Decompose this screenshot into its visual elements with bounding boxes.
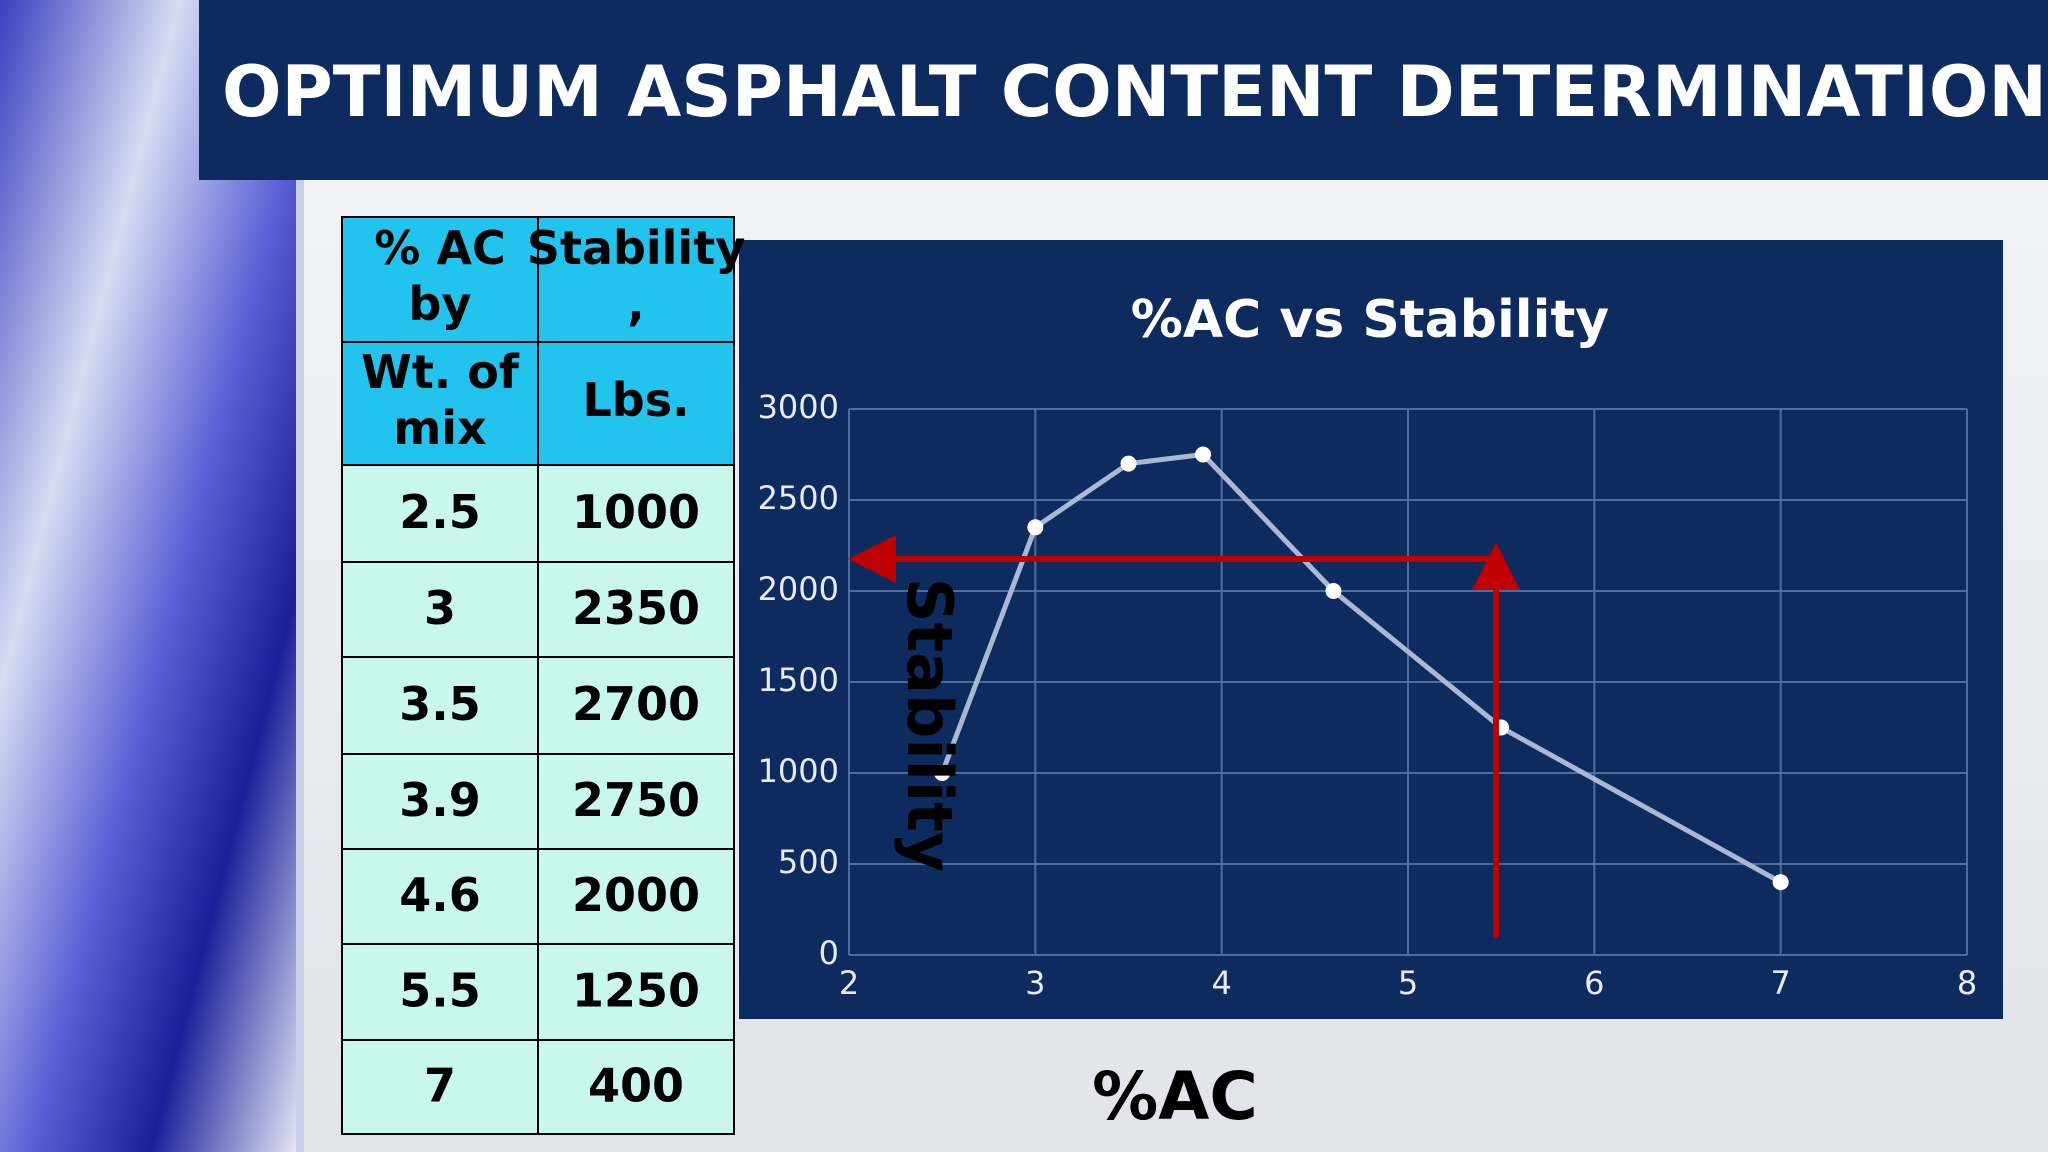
cell-text: 3	[424, 581, 456, 635]
cell-text: 1000	[572, 485, 700, 539]
chart: %AC vs Stability 0 500 1000 1500 2000 2500 3000…	[758, 290, 1978, 1135]
cell-text: 2350	[572, 581, 700, 635]
x-tick-label: 3	[1025, 964, 1045, 1002]
cell-text: 5.5	[399, 964, 481, 1018]
x-axis-label: %AC	[1092, 1058, 1258, 1135]
y-tick-label: 1000	[758, 752, 839, 790]
header-cell	[537, 341, 735, 466]
chart-title: %AC vs Stability	[1131, 290, 1609, 350]
cell-text: 7	[424, 1059, 456, 1113]
cell-text: 2.5	[399, 485, 481, 539]
decor-panel	[0, 0, 300, 1152]
header-text: Lbs.	[582, 373, 689, 427]
table-cell	[537, 753, 735, 850]
header-text: Stability	[527, 221, 745, 275]
title-bar	[199, 0, 2048, 180]
table-cell	[341, 753, 539, 850]
cell-text: 3.5	[399, 677, 481, 731]
y-tick-label: 1500	[758, 661, 839, 699]
header-cell	[341, 216, 539, 343]
y-tick-label: 2000	[758, 570, 839, 608]
data-point	[1027, 519, 1044, 536]
cell-text: 2700	[572, 677, 700, 731]
chart-panel	[739, 240, 2003, 1019]
header-text: by	[409, 277, 472, 331]
x-tick-label: 5	[1398, 964, 1418, 1002]
cell-text: 3.9	[399, 773, 481, 827]
x-tick-label: 4	[1211, 964, 1231, 1002]
x-tick-label: 7	[1770, 964, 1790, 1002]
data-point	[1325, 583, 1342, 599]
cell-text: 400	[588, 1059, 684, 1113]
x-tick-label: 2	[839, 964, 859, 1002]
data-point	[1772, 874, 1789, 891]
table-cell	[537, 1039, 735, 1135]
y-axis-label: Stability	[893, 578, 966, 872]
y-tick-label: 0	[819, 934, 839, 972]
header-cell	[537, 216, 735, 343]
header-text: Wt. of	[361, 345, 520, 399]
data-point	[1120, 455, 1137, 472]
slide-title: OPTIMUM ASPHALT CONTENT DETERMINATION	[222, 51, 2047, 133]
x-tick-label: 6	[1584, 964, 1604, 1002]
decor-line	[296, 180, 304, 1152]
table-cell	[341, 1039, 539, 1135]
table-cell	[341, 656, 539, 755]
data-point	[1195, 446, 1212, 463]
table-cell	[537, 656, 735, 755]
table-cell	[341, 561, 539, 658]
cell-text: 2000	[572, 868, 700, 922]
cell-text: 2750	[572, 773, 700, 827]
cell-text: 4.6	[399, 868, 481, 922]
y-tick-label: 3000	[758, 388, 839, 426]
x-tick-label: 8	[1957, 964, 1977, 1002]
header-text: % AC	[374, 221, 505, 275]
header-cell	[341, 341, 539, 466]
y-tick-label: 2500	[758, 479, 839, 517]
table-cell	[537, 561, 735, 658]
table-cell	[537, 943, 735, 1041]
data-point	[934, 765, 951, 781]
annotation-arrows	[848, 535, 1520, 938]
y-tick-label: 500	[778, 843, 839, 881]
header-text: ,	[627, 277, 644, 331]
cell-text: 1250	[572, 964, 700, 1018]
header-text: mix	[393, 401, 486, 455]
